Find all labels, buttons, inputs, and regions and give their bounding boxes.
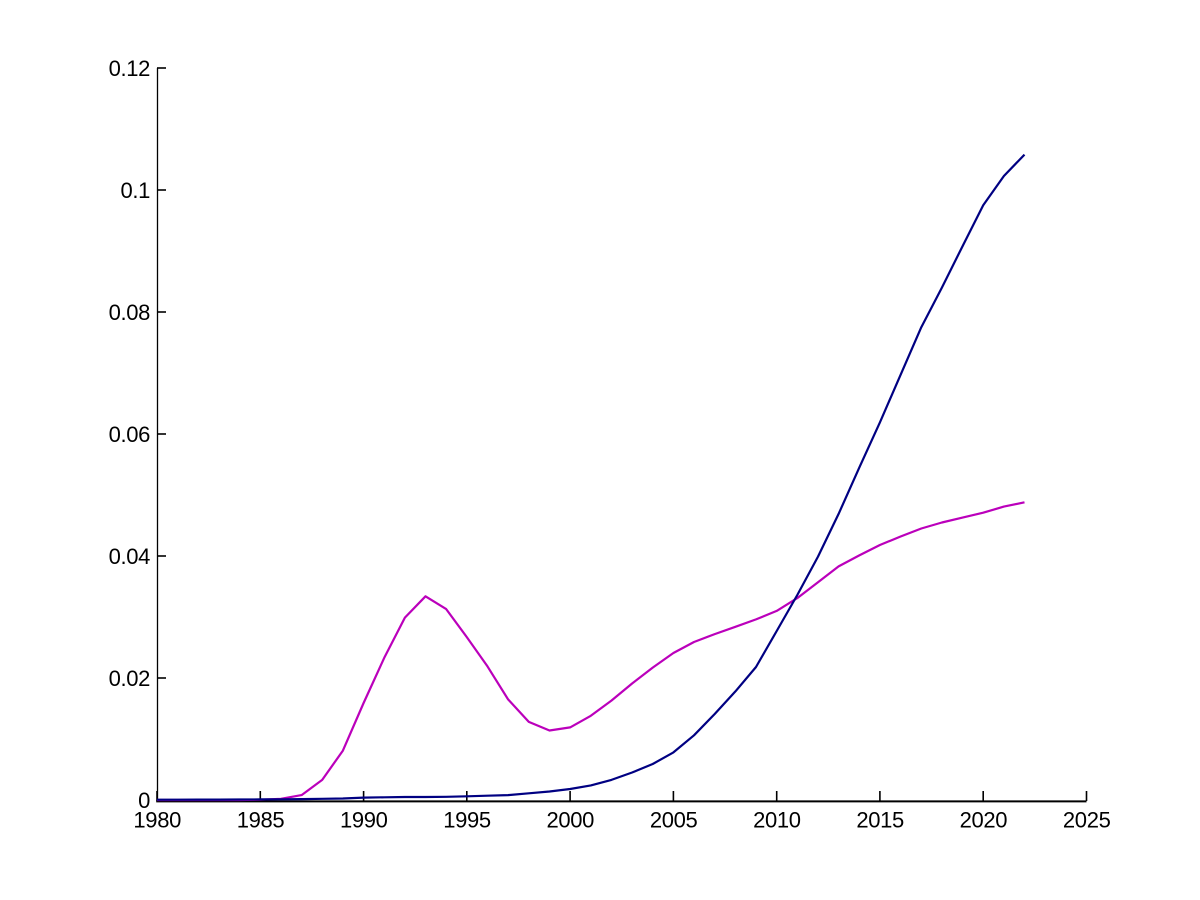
svg-text:0: 0 [138, 788, 150, 813]
svg-text:1990: 1990 [340, 808, 388, 833]
svg-text:2020: 2020 [960, 808, 1008, 833]
svg-text:0.04: 0.04 [109, 544, 151, 569]
svg-text:2025: 2025 [1063, 808, 1111, 833]
svg-text:1995: 1995 [443, 808, 491, 833]
svg-text:2010: 2010 [753, 808, 801, 833]
svg-text:0.1: 0.1 [120, 178, 150, 203]
svg-text:1980: 1980 [133, 808, 181, 833]
svg-text:0.08: 0.08 [109, 300, 151, 325]
svg-text:0.06: 0.06 [109, 422, 151, 447]
svg-text:0.02: 0.02 [109, 666, 151, 691]
svg-text:2015: 2015 [856, 808, 904, 833]
svg-text:2005: 2005 [650, 808, 698, 833]
svg-text:2000: 2000 [547, 808, 595, 833]
svg-text:1985: 1985 [237, 808, 285, 833]
svg-text:0.12: 0.12 [109, 56, 151, 81]
